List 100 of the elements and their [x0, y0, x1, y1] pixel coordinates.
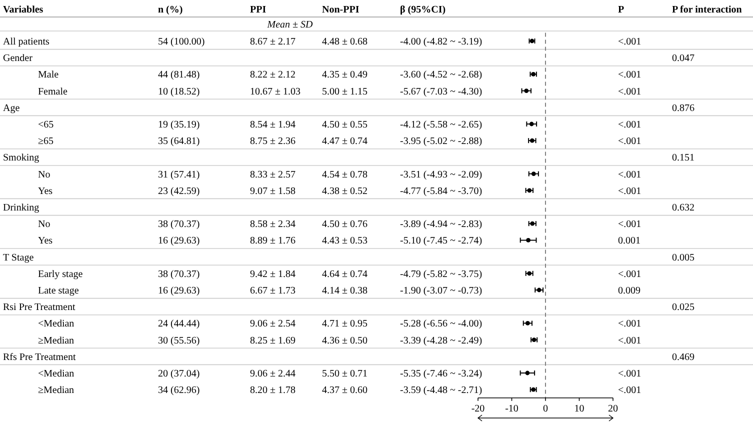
text: 8.54 ± 1.94 — [250, 120, 296, 130]
text: -1.90 (-3.07 ~ -0.73) — [400, 286, 482, 296]
text: 8.89 ± 1.76 — [250, 236, 296, 247]
text: 0.001 — [618, 236, 640, 247]
text: -4.12 (-5.58 ~ -2.65) — [400, 120, 482, 130]
category-label: Early stage — [38, 268, 83, 280]
category-label: No — [38, 219, 50, 230]
text: 5.50 ± 0.71 — [322, 368, 368, 380]
text: 4.36 ± 0.50 — [322, 335, 368, 346]
text: 16 (29.63) — [158, 286, 200, 296]
point — [525, 370, 530, 376]
text: 8.75 ± 2.36 — [250, 136, 296, 148]
text: 54 (100.00) — [158, 36, 205, 48]
point — [525, 321, 530, 326]
text: 0.151 — [672, 152, 694, 164]
category-label: All patients — [3, 36, 50, 48]
category-label: Yes — [38, 236, 53, 247]
text: 8.67 ± 2.17 — [250, 36, 296, 48]
x-tick-label: -10 — [505, 403, 518, 414]
text: 19 (35.19) — [158, 120, 200, 130]
text: 38 (70.37) — [158, 219, 200, 230]
category-label: Gender — [3, 53, 32, 64]
text: <.001 — [618, 186, 642, 197]
text: Variables — [3, 4, 44, 16]
text: 16 (29.63) — [158, 236, 200, 247]
text: 5.00 ± 1.15 — [322, 86, 368, 98]
text: 0.047 — [672, 53, 694, 64]
category-label: No — [38, 169, 50, 180]
text: -3.89 (-4.94 ~ -2.83) — [400, 219, 482, 230]
category-label: PPI — [250, 4, 266, 16]
text: 30 (55.56) — [158, 335, 200, 346]
point — [536, 288, 542, 292]
category-label: β (95%CI) — [400, 4, 446, 16]
text: 44 (81.48) — [158, 70, 200, 81]
text: 4.47 ± 0.74 — [322, 136, 368, 148]
text: -4.79 (-5.82 ~ -3.75) — [400, 268, 482, 280]
text: -3.51 (-4.93 ~ -2.09) — [400, 169, 482, 180]
text: <.001 — [618, 169, 642, 180]
text: <.001 — [618, 219, 642, 230]
text: 8.58 ± 2.34 — [250, 219, 296, 230]
text: -3.39 (-4.28 ~ -2.49) — [400, 335, 482, 346]
text: 9.42 ± 1.84 — [250, 268, 296, 280]
text: 10.67 ± 1.03 — [250, 86, 300, 98]
text: 4.54 ± 0.78 — [322, 169, 368, 180]
text: 0.469 — [672, 352, 694, 363]
text: 23 (42.59) — [158, 186, 200, 197]
text: 9.07 ± 1.58 — [250, 186, 296, 197]
category-label: Drinking — [3, 202, 40, 214]
category-label: Rsi Pre Treatment — [3, 302, 76, 314]
text: <.001 — [618, 385, 642, 396]
text: 6.67 ± 1.73 — [250, 286, 296, 296]
text: 0.025 — [672, 302, 694, 314]
category-label: <Median — [38, 368, 74, 380]
category-label: Late stage — [38, 286, 79, 296]
text: 9.06 ± 2.54 — [250, 318, 296, 330]
text: 9.06 ± 2.44 — [250, 368, 296, 380]
point — [529, 122, 534, 126]
text: <.001 — [618, 268, 642, 280]
text: -5.67 (-7.03 ~ -4.30) — [400, 86, 482, 98]
text: 8.20 ± 1.78 — [250, 385, 296, 396]
text: <.001 — [618, 86, 642, 98]
category-label: Female — [38, 86, 68, 98]
text: 4.64 ± 0.74 — [322, 268, 368, 280]
category-label: Smoking — [3, 152, 40, 164]
category-label: Yes — [38, 186, 53, 197]
text: 4.35 ± 0.49 — [322, 70, 368, 81]
category-label: Male — [38, 70, 59, 81]
category-label: <Median — [38, 318, 74, 330]
text: -3.59 (-4.48 ~ -2.71) — [400, 385, 482, 396]
category-label: Non-PPI — [322, 4, 360, 16]
category-label: Rfs Pre Treatment — [3, 352, 76, 363]
category-label: P — [618, 4, 624, 16]
text: -5.28 (-6.56 ~ -4.00) — [400, 318, 482, 330]
category-label: ≥Median — [38, 385, 74, 396]
x-tick-label: -20 — [471, 403, 485, 414]
category-label: T Stage — [3, 252, 34, 264]
text: 4.37 ± 0.60 — [322, 385, 368, 396]
category-label: <65 — [38, 120, 54, 130]
text: 0.876 — [672, 102, 694, 114]
category-label: ≥Median — [38, 335, 74, 346]
text: <.001 — [618, 36, 642, 48]
text: 8.25 ± 1.69 — [250, 335, 296, 346]
x-tick-label: 10 — [574, 403, 584, 414]
text: <.001 — [618, 136, 642, 148]
x-tick-label: 0 — [543, 403, 548, 414]
text: 4.50 ± 0.55 — [322, 120, 368, 130]
point — [526, 238, 530, 242]
text: <.001 — [618, 335, 642, 346]
text: 8.33 ± 2.57 — [250, 169, 296, 180]
text: -5.35 (-7.46 ~ -3.24) — [400, 368, 482, 380]
text: 4.14 ± 0.38 — [322, 286, 368, 296]
text: 4.38 ± 0.52 — [322, 186, 368, 197]
category-label: Age — [3, 102, 20, 114]
text: 20 (37.04) — [158, 368, 200, 380]
text: 31 (57.41) — [158, 169, 200, 180]
text: 0.005 — [672, 252, 694, 264]
text: 24 (44.44) — [158, 318, 200, 330]
text: <.001 — [618, 368, 642, 380]
text: 4.43 ± 0.53 — [322, 236, 368, 247]
text: -4.77 (-5.84 ~ -3.70) — [400, 186, 482, 197]
